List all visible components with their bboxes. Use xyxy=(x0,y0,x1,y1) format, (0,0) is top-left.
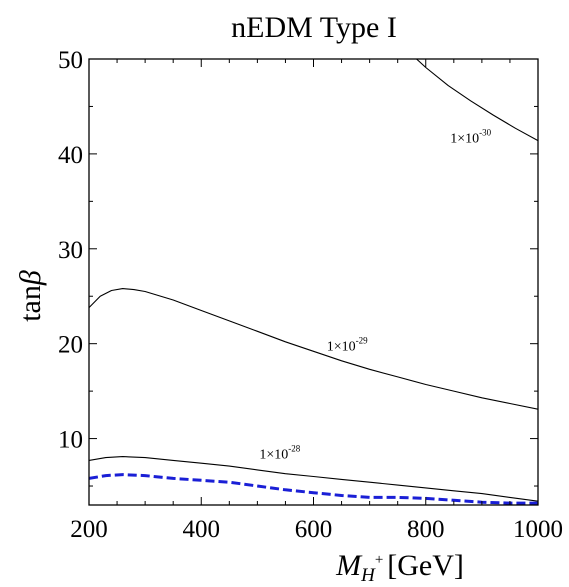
x-tick-label: 400 xyxy=(183,516,221,543)
x-axis-label-sub: H xyxy=(360,565,376,586)
contour-label: 1×10-30 xyxy=(450,128,491,147)
contour-label: 1×10-29 xyxy=(327,335,368,354)
contour-label-exponent: -28 xyxy=(288,444,300,454)
x-tick-label: 200 xyxy=(70,516,108,543)
series-line-1 xyxy=(89,288,538,410)
series-line-0 xyxy=(415,59,538,142)
plot-frame xyxy=(88,58,539,506)
y-axis-label: tanβ xyxy=(14,270,47,322)
contour-label-exponent: -30 xyxy=(479,128,491,138)
x-axis-label-unit: [GeV] xyxy=(387,549,464,582)
y-tick-label: 40 xyxy=(58,142,83,169)
y-tick-label: 50 xyxy=(58,47,83,74)
y-axis-label-symbol: β xyxy=(14,270,47,286)
contour-label: 1×10-28 xyxy=(259,444,300,463)
axis-ticks: 200 400 600 800 1000 10 20 30 40 50 xyxy=(58,47,563,543)
y-tick-label: 10 xyxy=(58,427,83,454)
y-tick-label: 20 xyxy=(58,332,83,359)
series-line-dashed xyxy=(89,473,538,505)
contour-label-mantissa: 1×10 xyxy=(259,448,288,463)
chart-title: nEDM Type I xyxy=(231,11,397,44)
contour-label-mantissa: 1×10 xyxy=(327,339,356,354)
x-tick-label: 1000 xyxy=(513,516,563,543)
y-tick-label: 30 xyxy=(58,237,83,264)
contour-label-mantissa: 1×10 xyxy=(450,132,479,147)
x-tick-label: 600 xyxy=(295,516,333,543)
plot-area: 1×10-301×10-291×10-28 xyxy=(89,59,538,505)
y-axis-label-prefix: tan xyxy=(14,285,47,322)
x-tick-label: 800 xyxy=(407,516,445,543)
x-axis-label: MH+ [GeV] xyxy=(335,549,464,586)
contour-label-exponent: -29 xyxy=(356,335,368,345)
series-line-2 xyxy=(89,456,538,502)
x-axis-label-main: M xyxy=(335,549,363,582)
x-axis-label-sup: + xyxy=(375,552,383,568)
